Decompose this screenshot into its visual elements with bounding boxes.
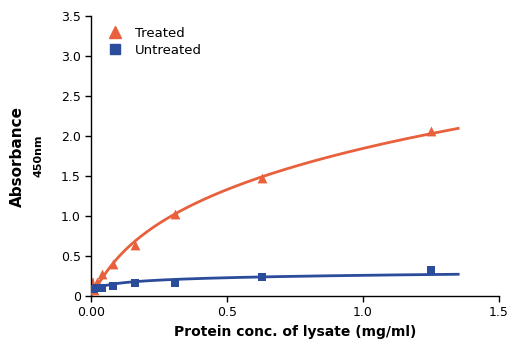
Point	[258, 176, 267, 181]
Point	[258, 274, 267, 280]
Point	[171, 211, 179, 217]
Point	[98, 272, 106, 277]
Legend: Treated, Untreated: Treated, Untreated	[98, 23, 205, 61]
Point	[90, 287, 98, 293]
Point	[109, 283, 117, 288]
Point	[98, 285, 106, 291]
Point	[109, 261, 117, 267]
Point	[171, 280, 179, 286]
Point	[427, 267, 435, 273]
X-axis label: Protein conc. of lysate (mg/ml): Protein conc. of lysate (mg/ml)	[174, 325, 416, 339]
Point	[93, 280, 101, 285]
Point	[131, 242, 139, 247]
Point	[90, 286, 98, 292]
Text: 450nm: 450nm	[33, 135, 43, 177]
Point	[131, 280, 139, 286]
Point	[427, 128, 435, 134]
Point	[93, 285, 101, 291]
Text: Absorbance: Absorbance	[10, 105, 25, 206]
